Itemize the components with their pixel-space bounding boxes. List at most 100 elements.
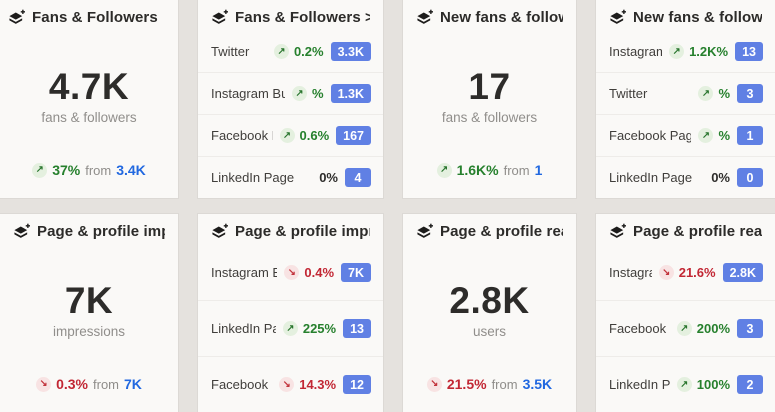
trend: ↗ 1.2K% [669, 44, 728, 59]
network-label: Facebook Page [609, 321, 670, 336]
value-badge: 2.8K [722, 263, 763, 282]
metric-delta: ↘ 0.3% from 7K [36, 376, 142, 392]
card-title: Fans & Followers > S... [235, 9, 370, 26]
trend-arrow-icon: ↘ [279, 377, 295, 392]
breakdown-row[interactable]: LinkedIn Page 0% 0 [596, 156, 775, 198]
breakdown-row[interactable]: Facebook Page ↗ 200% 3 [596, 300, 775, 356]
layers-plus-icon [609, 223, 626, 240]
card-title: Page & profile impre... [235, 223, 370, 240]
card-title: Page & profile reach [440, 223, 563, 240]
breakdown-row[interactable]: Facebook Page ↗ % 1 [596, 114, 775, 156]
breakdown-card[interactable]: Fans & Followers > S... Twitter ↗ 0.2% 3… [198, 0, 383, 198]
breakdown-rows: Twitter ↗ 0.2% 3.3K Instagram Business ↗… [198, 31, 383, 198]
breakdown-card[interactable]: New fans & followers... Instagram Busi..… [596, 0, 775, 198]
breakdown-row[interactable]: Instagram Busi... ↗ 1.2K% 13 [596, 31, 775, 72]
trend-percent: 200% [696, 321, 730, 336]
trend-arrow-icon: ↗ [282, 321, 298, 336]
trend: ↗ 100% [676, 377, 730, 392]
trend: 0% [319, 170, 338, 185]
trend-percent: 0% [711, 170, 730, 185]
metric-card[interactable]: New fans & followers 17 fans & followers… [403, 0, 576, 198]
breakdown-row[interactable]: Instagram Business ↘ 0.4% 7K [198, 245, 383, 300]
trend: ↗ % [698, 86, 730, 101]
metric-value: 17 [468, 66, 511, 108]
delta-from-value[interactable]: 1 [534, 162, 543, 178]
trend-percent: % [312, 86, 324, 101]
trend-arrow-icon: ↘ [658, 265, 674, 280]
trend-percent: 0.6% [299, 128, 330, 143]
delta-from-label: from [85, 162, 112, 178]
layers-plus-icon [609, 9, 626, 26]
delta-percent: 0.3% [56, 376, 88, 392]
trend: ↗ 200% [676, 321, 730, 336]
breakdown-row[interactable]: LinkedIn Page 0% 4 [198, 156, 383, 198]
trend-arrow-icon: ↗ [698, 128, 714, 143]
value-badge: 13 [735, 42, 763, 61]
trend-percent: % [718, 128, 730, 143]
value-badge: 3 [737, 319, 763, 338]
delta-percent: 1.6K% [456, 162, 499, 178]
metric-unit: fans & followers [441, 109, 538, 125]
trend-percent: 21.6% [678, 265, 716, 280]
value-badge: 167 [336, 126, 371, 145]
delta-from-value[interactable]: 3.4K [116, 162, 146, 178]
metric-body: 7K impressions ↘ 0.3% from 7K [0, 245, 178, 412]
breakdown-row[interactable]: Facebook Page ↘ 14.3% 12 [198, 356, 383, 412]
trend-arrow-icon: ↗ [279, 128, 295, 143]
breakdown-card[interactable]: Page & profile reach ... Instagram Bu...… [596, 214, 775, 412]
metric-card[interactable]: Page & profile reach 2.8K users ↘ 21.5% … [403, 214, 576, 412]
value-badge: 1.3K [330, 84, 371, 103]
breakdown-row[interactable]: Instagram Business ↗ % 1.3K [198, 72, 383, 114]
layers-plus-icon [416, 9, 433, 26]
card-title: New fans & followers... [633, 9, 762, 26]
breakdown-row[interactable]: LinkedIn Page ↗ 225% 13 [198, 300, 383, 356]
trend: ↗ % [292, 86, 324, 101]
trend-percent: 14.3% [299, 377, 337, 392]
trend: ↗ 225% [282, 321, 337, 336]
trend-percent: % [718, 86, 730, 101]
trend: ↘ 21.6% [658, 265, 716, 280]
delta-percent: 21.5% [446, 376, 487, 392]
value-badge: 7K [341, 263, 371, 282]
layers-plus-icon [8, 9, 25, 26]
card-header: Page & profile impre... [198, 214, 383, 245]
card-title: Page & profile reach ... [633, 223, 762, 240]
network-label: Facebook Page [609, 128, 692, 143]
trend-arrow-icon: ↘ [36, 376, 52, 392]
breakdown-row[interactable]: Instagram Bu... ↘ 21.6% 2.8K [596, 245, 775, 300]
breakdown-row[interactable]: LinkedIn Page ↗ 100% 2 [596, 356, 775, 412]
layers-plus-icon [416, 223, 433, 240]
breakdown-rows: Instagram Busi... ↗ 1.2K% 13 Twitter ↗ %… [596, 31, 775, 198]
network-label: Facebook Page [211, 128, 273, 143]
metric-value: 7K [64, 280, 114, 322]
metric-unit: fans & followers [41, 109, 137, 125]
value-badge: 0 [737, 168, 763, 187]
metric-delta: ↗ 1.6K% from 1 [436, 162, 543, 178]
value-badge: 4 [345, 168, 371, 187]
breakdown-row[interactable]: Facebook Page ↗ 0.6% 167 [198, 114, 383, 156]
delta-from-value[interactable]: 7K [124, 376, 142, 392]
value-badge: 3.3K [330, 42, 371, 61]
card-header: Page & profile impre... [0, 214, 178, 245]
card-title: New fans & followers [440, 9, 563, 26]
metric-card[interactable]: Page & profile impre... 7K impressions ↘… [0, 214, 178, 412]
network-label: LinkedIn Page [609, 377, 670, 392]
network-label: Twitter [609, 86, 648, 101]
metric-value: 2.8K [449, 280, 530, 322]
value-badge: 2 [737, 375, 763, 394]
layers-plus-icon [13, 223, 30, 240]
breakdown-card[interactable]: Page & profile impre... Instagram Busine… [198, 214, 383, 412]
value-badge: 1 [737, 126, 763, 145]
trend: ↗ 0.2% [273, 44, 324, 59]
delta-from-value[interactable]: 3.5K [522, 376, 553, 392]
trend-percent: 225% [302, 321, 337, 336]
breakdown-row[interactable]: Twitter ↗ % 3 [596, 72, 775, 114]
network-label: Facebook Page [211, 377, 272, 392]
metric-card[interactable]: Fans & Followers 4.7K fans & followers ↗… [0, 0, 178, 198]
trend-percent: 0.4% [304, 265, 335, 280]
trend-percent: 0.2% [293, 44, 324, 59]
trend: ↗ 0.6% [279, 128, 330, 143]
breakdown-row[interactable]: Twitter ↗ 0.2% 3.3K [198, 31, 383, 72]
card-header: Fans & Followers > S... [198, 0, 383, 31]
